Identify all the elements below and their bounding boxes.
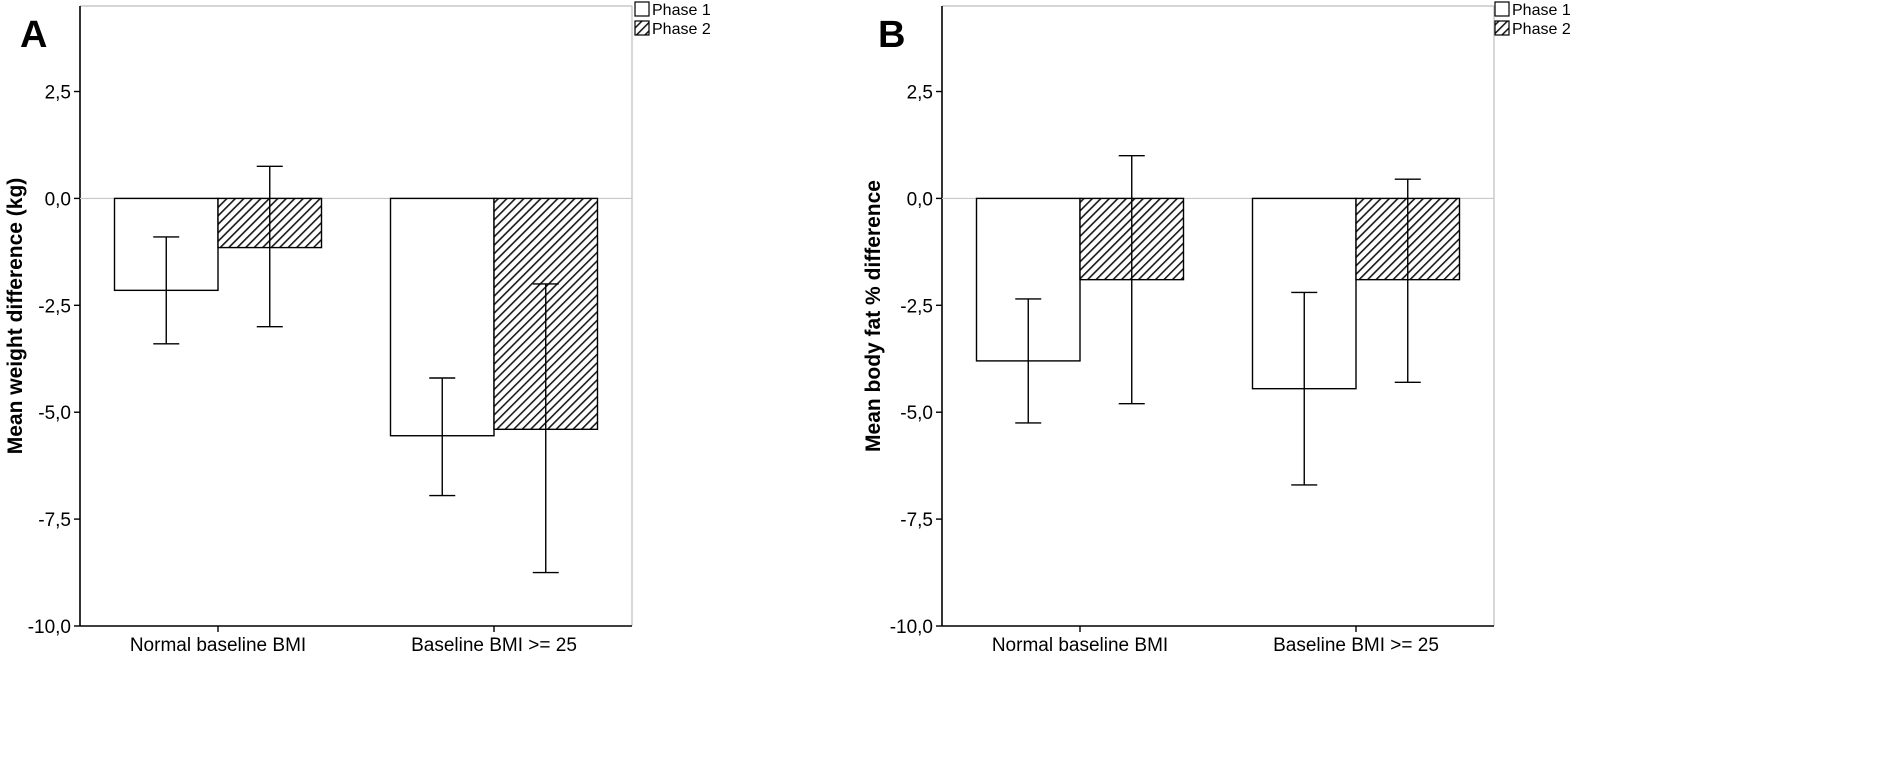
y-tick-label: -7,5 <box>38 510 71 531</box>
legend-swatch <box>1494 20 1510 36</box>
y-tick-label: 2,5 <box>45 83 71 104</box>
category-label: Baseline BMI >= 25 <box>411 635 577 656</box>
legend-swatch <box>634 20 650 36</box>
y-tick-label: -2,5 <box>38 296 71 317</box>
y-tick-label: -10,0 <box>890 617 933 638</box>
category-label: Baseline BMI >= 25 <box>1273 635 1439 656</box>
panel-letter: B <box>878 14 905 56</box>
y-axis-title: Mean weight difference (kg) <box>4 178 27 455</box>
legend-label: Phase 2 <box>652 21 711 38</box>
y-tick-label: 0,0 <box>45 189 71 210</box>
category-label: Normal baseline BMI <box>130 635 306 656</box>
y-tick-label: -2,5 <box>900 296 933 317</box>
y-tick-label: 0,0 <box>907 189 933 210</box>
panel-a: 2,5 0,0 -2,5 -5,0 -7,5 -10,0 Mean weight diffe… <box>4 1 711 656</box>
legend-label: Phase 2 <box>1512 21 1571 38</box>
category-label: Normal baseline BMI <box>992 635 1168 656</box>
panel-b: 2,5 0,0 -2,5 -5,0 -7,5 -10,0 Mean body fat % d… <box>862 1 1571 656</box>
y-axis-title: Mean body fat % difference <box>862 180 885 452</box>
legend-label: Phase 1 <box>1512 2 1571 19</box>
y-tick-label: -10,0 <box>28 617 71 638</box>
y-tick-label: -7,5 <box>900 510 933 531</box>
y-tick-label: -5,0 <box>38 403 71 424</box>
panel-letter: A <box>20 14 47 56</box>
legend-swatch <box>634 1 650 17</box>
legend-swatch <box>1494 1 1510 17</box>
y-tick-label: -5,0 <box>900 403 933 424</box>
y-tick-label: 2,5 <box>907 83 933 104</box>
legend-label: Phase 1 <box>652 2 711 19</box>
